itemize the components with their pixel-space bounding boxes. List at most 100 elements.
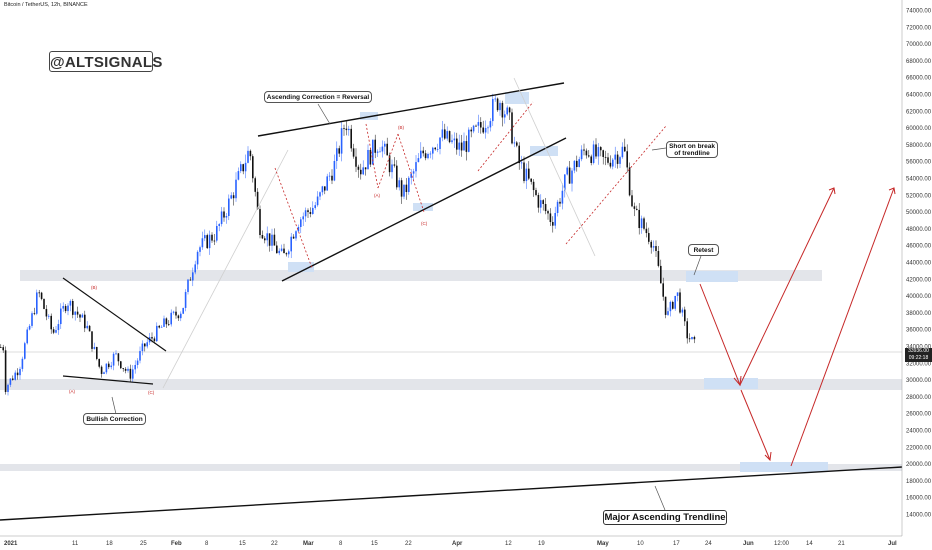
candle <box>302 216 304 220</box>
candle <box>244 162 247 172</box>
candle <box>429 153 432 155</box>
candle <box>590 156 592 163</box>
candle <box>422 150 424 154</box>
candle <box>638 209 640 229</box>
candle <box>288 251 290 255</box>
candle <box>184 291 187 308</box>
candle <box>314 205 316 208</box>
candle <box>448 131 451 143</box>
candle <box>372 139 374 165</box>
candle <box>688 338 691 340</box>
candle <box>470 129 472 132</box>
candle <box>4 350 7 392</box>
candle <box>264 238 266 241</box>
guide-line-1 <box>162 149 289 389</box>
y-tick-label: 52000.00 <box>906 193 932 199</box>
current-price-countdown: 09:22:18 <box>908 355 929 361</box>
candle <box>542 200 544 205</box>
candle <box>72 301 74 315</box>
y-tick-label: 66000.00 <box>906 76 932 82</box>
candle <box>374 139 376 153</box>
candle <box>192 272 194 281</box>
candle <box>499 102 501 111</box>
candle <box>588 155 590 157</box>
candle <box>300 219 302 227</box>
x-tick-label: 12 <box>505 541 512 547</box>
candle <box>602 150 604 157</box>
candle <box>465 141 468 152</box>
candle <box>79 314 81 318</box>
y-tick-label: 24000.00 <box>906 429 932 435</box>
connector-bullish <box>111 396 117 415</box>
candle <box>196 251 199 265</box>
candle <box>436 148 439 150</box>
candle <box>643 218 645 229</box>
candle <box>326 176 328 191</box>
candle <box>516 142 518 146</box>
candle <box>52 329 55 333</box>
candle <box>271 234 273 246</box>
candle <box>650 241 652 248</box>
candle <box>348 128 350 131</box>
candle <box>316 196 319 206</box>
candle <box>381 146 384 152</box>
guide-line-2 <box>513 77 596 257</box>
candle <box>580 149 583 160</box>
y-tick-label: 26000.00 <box>906 412 932 418</box>
candle <box>573 160 576 171</box>
candle <box>556 201 559 213</box>
candle <box>530 178 532 182</box>
y-tick-label: 42000.00 <box>906 277 932 283</box>
candle <box>686 321 688 339</box>
candle <box>691 336 693 340</box>
candle <box>636 208 638 210</box>
candle <box>369 149 372 165</box>
y-tick-label: 68000.00 <box>906 59 932 65</box>
candle <box>626 151 628 168</box>
candle <box>532 181 535 191</box>
candle <box>26 329 28 344</box>
candle <box>31 313 33 326</box>
current-price-tag: 33936.00 09:22:18 <box>905 348 932 362</box>
candle <box>468 129 470 152</box>
y-tick-label: 64000.00 <box>906 93 932 99</box>
candle <box>427 154 429 159</box>
candle <box>110 365 112 368</box>
target-zone-1 <box>704 378 758 389</box>
candle <box>439 137 441 149</box>
candle <box>398 180 400 188</box>
candle <box>120 361 122 369</box>
candle <box>607 157 609 163</box>
candle <box>333 160 336 181</box>
candle <box>240 164 242 172</box>
candle <box>684 309 686 322</box>
candle <box>103 372 105 374</box>
candle <box>60 308 62 325</box>
resistance-zone <box>20 270 822 281</box>
falling-wedge-lower-line <box>62 375 154 385</box>
candle <box>64 306 67 312</box>
candle <box>122 368 124 369</box>
candle <box>304 210 307 217</box>
candle <box>321 186 324 193</box>
candle <box>619 157 621 164</box>
candle <box>38 292 40 294</box>
candle <box>458 142 460 150</box>
candle <box>388 155 391 173</box>
candle <box>412 171 415 174</box>
candle <box>578 159 580 168</box>
annotation-short-line-2: of trendline <box>674 150 710 157</box>
candle <box>278 250 280 254</box>
candle <box>463 141 465 151</box>
candle <box>295 231 297 239</box>
candle <box>664 296 667 315</box>
candle <box>225 215 228 218</box>
candle <box>266 233 268 241</box>
candle <box>91 331 93 349</box>
candle <box>655 246 657 251</box>
candle <box>48 315 50 317</box>
candle <box>182 307 184 314</box>
candle <box>614 154 616 160</box>
y-tick-label: 72000.00 <box>906 25 932 31</box>
